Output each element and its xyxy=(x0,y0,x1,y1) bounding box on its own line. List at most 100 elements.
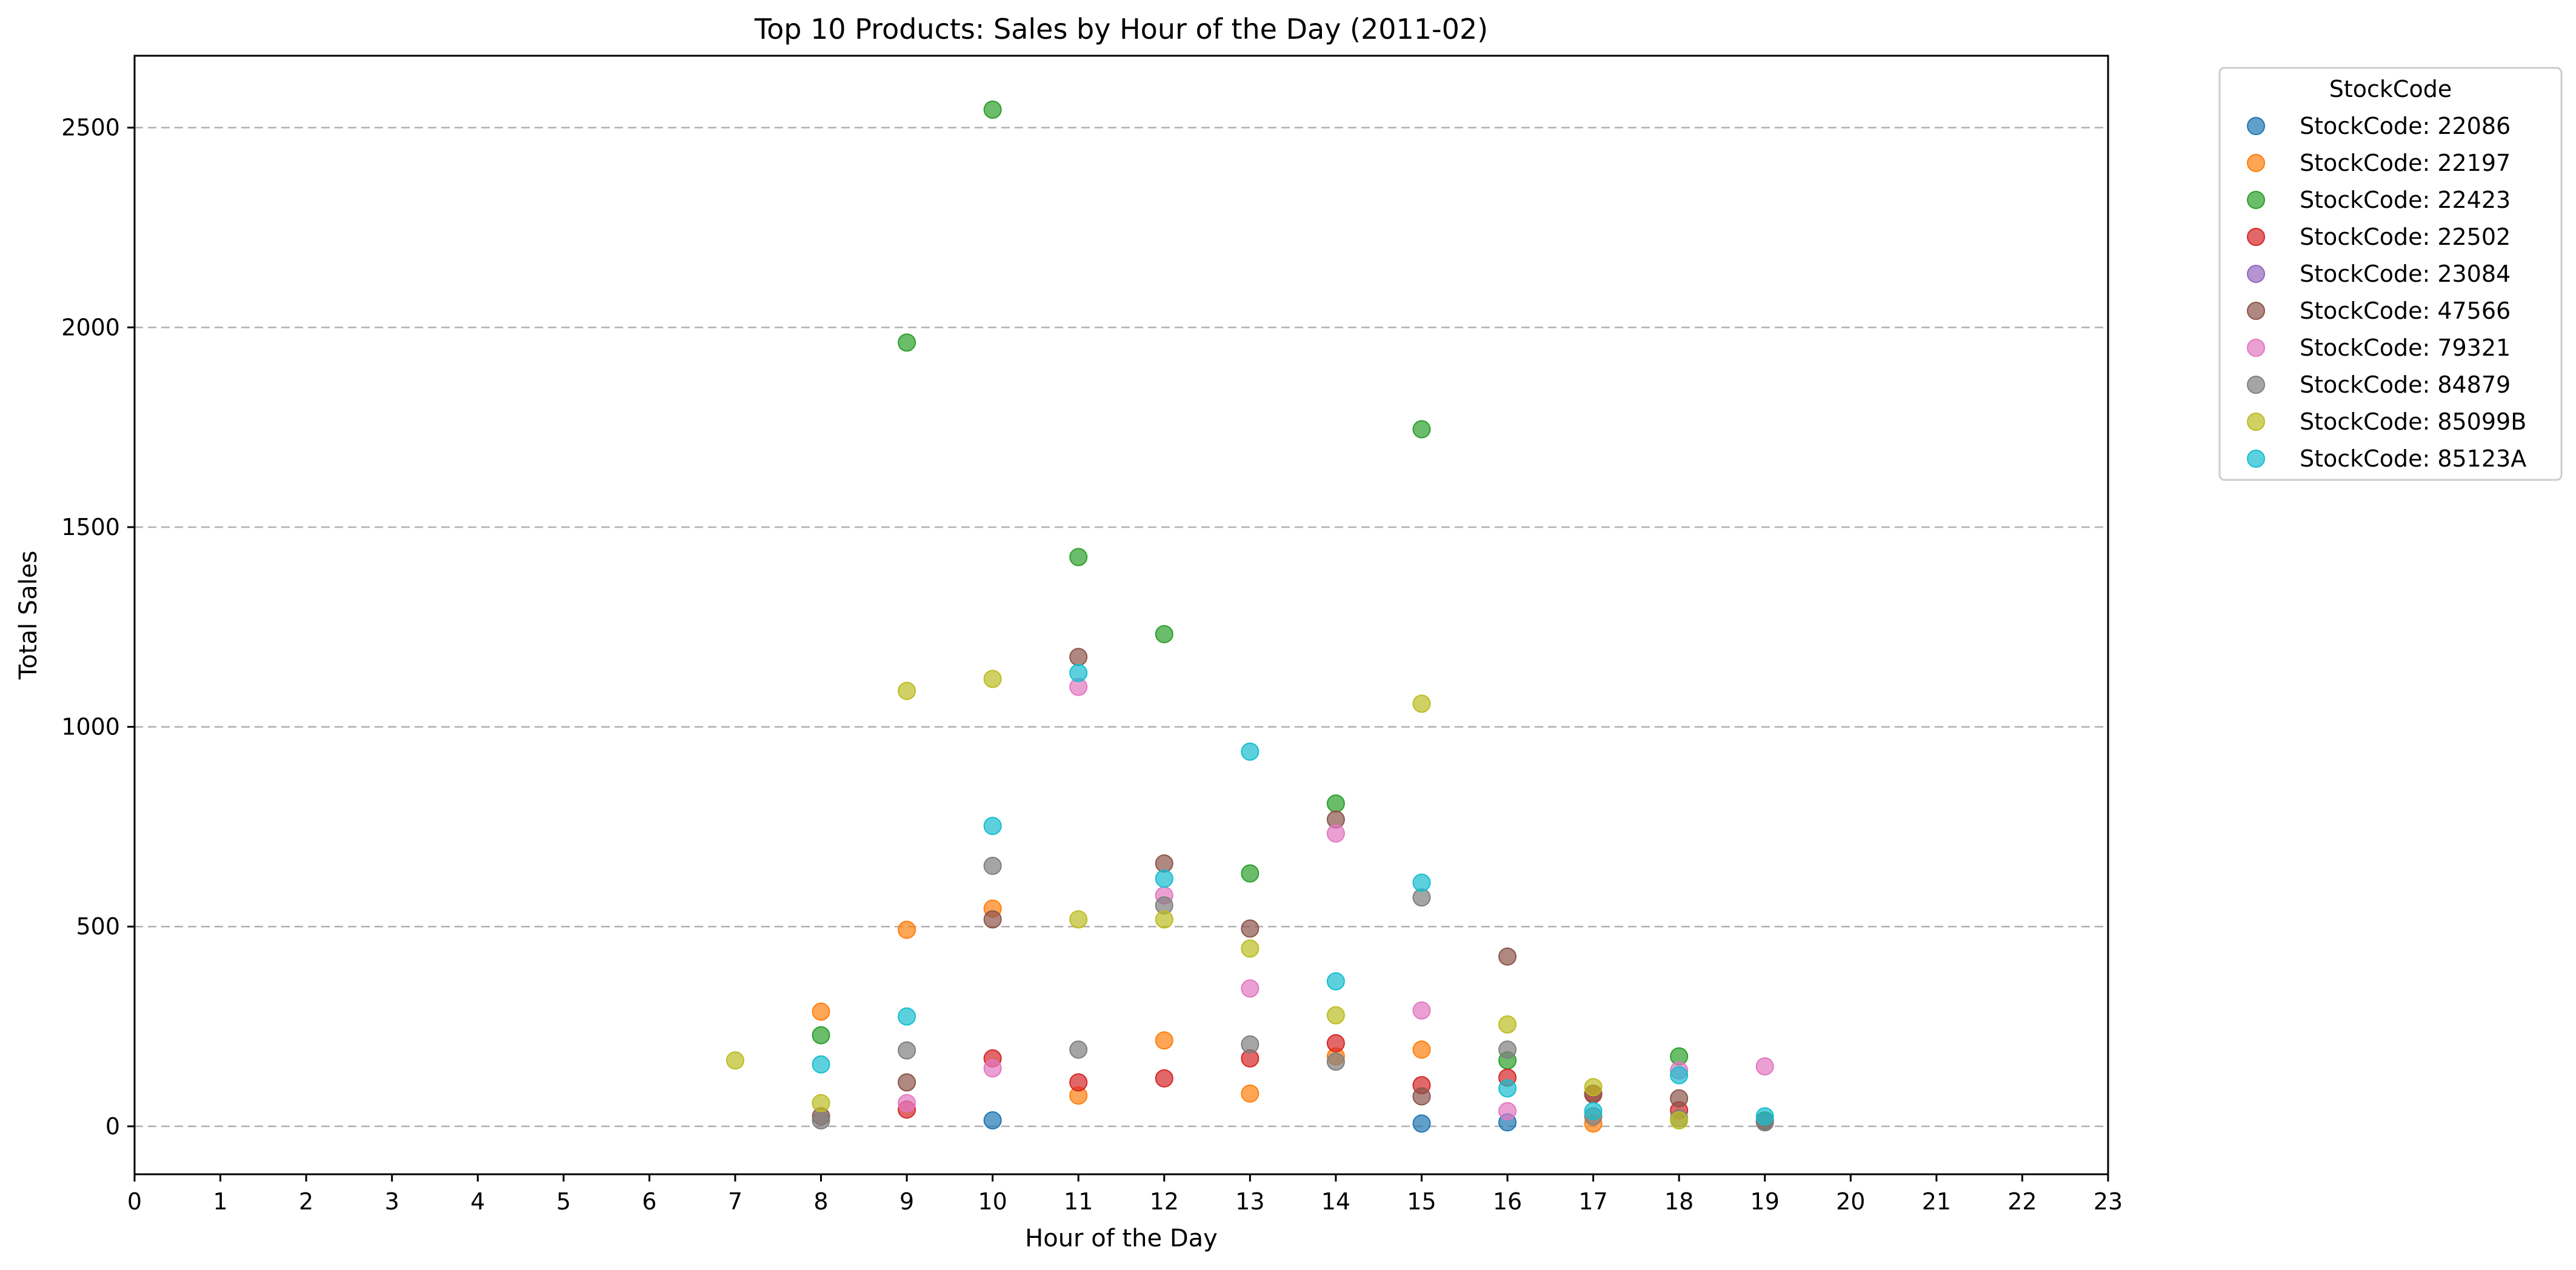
x-tick-label: 17 xyxy=(1578,1188,1607,1215)
data-point xyxy=(898,1094,916,1112)
data-point xyxy=(1412,1087,1431,1106)
x-tick-label: 14 xyxy=(1321,1188,1350,1215)
data-point xyxy=(983,857,1002,876)
legend-label: StockCode: 22502 xyxy=(2300,224,2511,250)
y-tick-label: 2000 xyxy=(61,314,120,341)
data-point xyxy=(812,1094,830,1112)
data-point xyxy=(1412,420,1431,439)
x-tick-label: 1 xyxy=(213,1188,227,1215)
data-point xyxy=(1155,1031,1173,1050)
data-point xyxy=(1326,1034,1345,1052)
y-tick-label: 500 xyxy=(76,913,120,940)
data-point xyxy=(1155,1069,1173,1088)
y-axis-ticks: 0 500 1000 1500 2000 2500 xyxy=(61,115,135,1140)
x-tick-label: 0 xyxy=(127,1188,142,1215)
data-point xyxy=(726,1051,744,1070)
data-point xyxy=(1670,1111,1689,1129)
legend-marker xyxy=(2247,302,2265,320)
data-point xyxy=(1326,794,1345,813)
data-point xyxy=(1498,1015,1517,1034)
legend-marker xyxy=(2247,191,2265,209)
data-point xyxy=(1241,939,1260,958)
data-point xyxy=(812,1055,830,1074)
data-point xyxy=(898,333,916,352)
data-point xyxy=(898,1041,916,1060)
data-point xyxy=(1412,1114,1431,1133)
data-point xyxy=(1670,1089,1689,1108)
data-point xyxy=(1241,742,1260,761)
data-point xyxy=(898,920,916,939)
legend-label: StockCode: 22086 xyxy=(2300,113,2511,139)
x-tick-label: 16 xyxy=(1493,1188,1522,1215)
data-point xyxy=(812,1002,830,1021)
x-tick-label: 22 xyxy=(2007,1188,2037,1215)
data-point xyxy=(1241,919,1260,938)
data-point xyxy=(1498,1040,1517,1059)
data-point xyxy=(1755,1057,1774,1076)
data-point xyxy=(1412,694,1431,713)
legend-label: StockCode: 23084 xyxy=(2300,261,2511,287)
legend-label: StockCode: 22423 xyxy=(2300,187,2511,213)
legend-marker xyxy=(2247,117,2265,135)
data-point xyxy=(1069,663,1088,682)
data-point xyxy=(1069,1073,1088,1092)
legend-marker xyxy=(2247,339,2265,357)
data-point xyxy=(1155,625,1173,643)
x-tick-label: 15 xyxy=(1407,1188,1436,1215)
x-tick-label: 20 xyxy=(1836,1188,1865,1215)
x-tick-label: 3 xyxy=(385,1188,399,1215)
legend-marker xyxy=(2247,413,2265,431)
x-tick-label: 19 xyxy=(1750,1188,1780,1215)
x-tick-label: 10 xyxy=(978,1188,1007,1215)
data-point xyxy=(1412,873,1431,892)
legend-marker xyxy=(2247,154,2265,172)
data-point xyxy=(812,1026,830,1045)
y-tick-label: 1000 xyxy=(61,714,120,740)
x-tick-label: 13 xyxy=(1235,1188,1264,1215)
y-tick-label: 0 xyxy=(105,1113,120,1140)
data-point xyxy=(1241,1084,1260,1103)
data-points xyxy=(726,101,1774,1133)
x-tick-label: 9 xyxy=(899,1188,914,1215)
data-point xyxy=(1326,972,1345,991)
plot-frame xyxy=(133,55,2109,1175)
data-point xyxy=(983,910,1002,929)
data-point xyxy=(1069,1040,1088,1059)
x-tick-label: 18 xyxy=(1664,1188,1693,1215)
data-point xyxy=(983,101,1002,119)
data-point xyxy=(983,1059,1002,1078)
data-point xyxy=(1326,824,1345,843)
data-point xyxy=(1584,1102,1603,1120)
legend-label: StockCode: 47566 xyxy=(2300,298,2511,324)
data-point xyxy=(1498,947,1517,966)
legend-items: StockCode: 22086 StockCode: 22197 StockCod… xyxy=(2247,113,2526,472)
x-tick-label: 23 xyxy=(2094,1188,2123,1215)
legend-marker xyxy=(2247,376,2265,394)
x-tick-label: 2 xyxy=(299,1188,313,1215)
x-tick-label: 6 xyxy=(642,1188,656,1215)
data-point xyxy=(1326,1052,1345,1071)
data-point xyxy=(1069,910,1088,929)
data-point xyxy=(1155,910,1173,929)
data-point xyxy=(1412,1040,1431,1059)
data-point xyxy=(1069,648,1088,667)
data-point xyxy=(1069,548,1088,567)
data-point xyxy=(1498,1102,1517,1120)
data-point xyxy=(898,1073,916,1092)
data-point xyxy=(983,670,1002,688)
legend-label: StockCode: 84879 xyxy=(2300,371,2511,398)
legend: StockCode StockCode: 22086 StockCode: 221… xyxy=(2218,67,2563,481)
legend-marker xyxy=(2247,228,2265,246)
x-tick-label: 21 xyxy=(1922,1188,1951,1215)
data-point xyxy=(812,1111,830,1129)
x-tick-label: 11 xyxy=(1064,1188,1093,1215)
data-point xyxy=(898,682,916,700)
legend-box xyxy=(2218,67,2563,481)
x-tick-label: 4 xyxy=(470,1188,485,1215)
legend-label: StockCode: 85099B xyxy=(2300,408,2526,435)
grid-lines xyxy=(135,127,2108,1128)
data-point xyxy=(1670,1066,1689,1085)
legend-label: StockCode: 85123A xyxy=(2300,445,2526,472)
legend-marker xyxy=(2247,450,2265,468)
data-point xyxy=(1584,1078,1603,1097)
